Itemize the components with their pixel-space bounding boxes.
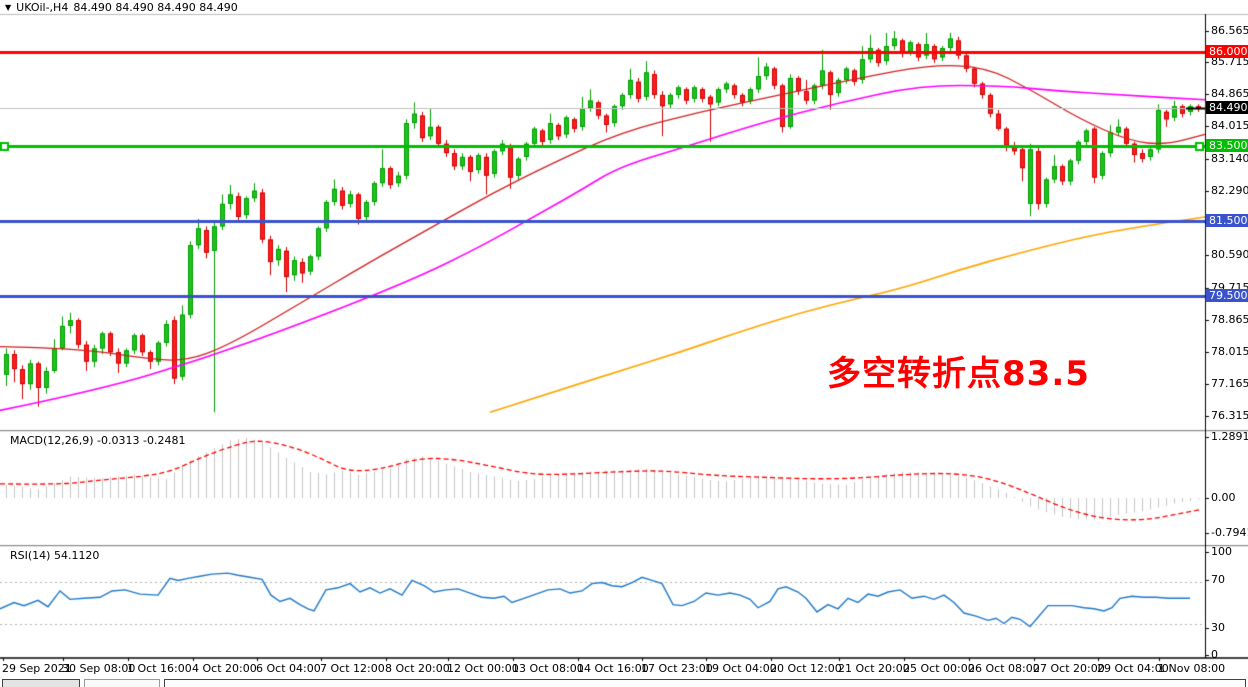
price-tick-label: 82.290 [1211, 184, 1248, 197]
time-tick-label: 17 Oct 23:00 [641, 662, 713, 675]
time-tick-label: 8 Oct 20:00 [385, 662, 450, 675]
time-tick-label: 29 Oct 04:00 [1097, 662, 1169, 675]
rsi-tick-label: 70 [1211, 573, 1225, 586]
time-tick-label: 6 Oct 04:00 [256, 662, 321, 675]
macd-tick-label: 0.00 [1211, 491, 1236, 504]
price-badge-79.500: 79.500 [1206, 289, 1248, 302]
rsi-indicator-label: RSI(14) 54.1120 [10, 549, 100, 562]
price-tick-label: 80.590 [1211, 248, 1248, 261]
time-tick-label: 29 Sep 2021 [2, 662, 72, 675]
time-tick-label: 19 Oct 04:00 [705, 662, 777, 675]
time-tick-label: 13 Oct 08:00 [512, 662, 584, 675]
price-tick-label: 86.565 [1211, 24, 1248, 37]
macd-indicator-label: MACD(12,26,9) -0.0313 -0.2481 [10, 434, 186, 447]
price-badge-83.500: 83.500 [1206, 139, 1248, 152]
chart-ohlc-quotes: 84.490 84.490 84.490 84.490 [73, 1, 238, 14]
time-tick-label: 25 Oct 00:00 [903, 662, 975, 675]
price-tick-label: 78.865 [1211, 313, 1248, 326]
time-tick-label: 14 Oct 16:00 [577, 662, 649, 675]
bottom-panel-segment[interactable] [164, 679, 1246, 687]
rsi-tick-label: 0 [1211, 648, 1218, 661]
bottom-panel-segment[interactable] [84, 679, 160, 687]
time-tick-label: 12 Oct 00:00 [447, 662, 519, 675]
price-tick-label: 84.015 [1211, 119, 1248, 132]
bottom-panel-strip [0, 678, 1248, 687]
rsi-tick-label: 100 [1211, 545, 1232, 558]
time-tick-label: 1 Oct 16:00 [127, 662, 192, 675]
price-badge-81.500: 81.500 [1206, 214, 1248, 227]
macd-tick-label: 1.2891 [1211, 430, 1248, 443]
time-tick-label: 4 Oct 20:00 [192, 662, 257, 675]
bottom-panel-segment[interactable] [2, 679, 80, 687]
time-tick-label: 21 Oct 20:00 [838, 662, 910, 675]
annotation-text: 多空转折点83.5 [827, 354, 1090, 394]
price-tick-label: 76.315 [1211, 409, 1248, 422]
chart-symbol-period: UKOil-,H4 [16, 1, 69, 14]
price-tick-label: 84.865 [1211, 87, 1248, 100]
symbol-dropdown-icon[interactable]: ▼ [5, 2, 12, 12]
time-tick-label: 7 Oct 12:00 [320, 662, 385, 675]
rsi-tick-label: 30 [1211, 621, 1225, 634]
time-tick-label: 20 Oct 12:00 [770, 662, 842, 675]
price-badge-86.000: 86.000 [1206, 45, 1248, 58]
chart-title-bar: ▼ UKOil-,H4 84.490 84.490 84.490 84.490 [5, 1, 238, 14]
time-tick-label: 26 Oct 08:00 [968, 662, 1040, 675]
price-tick-label: 78.015 [1211, 345, 1248, 358]
time-tick-label: 27 Oct 20:00 [1033, 662, 1105, 675]
price-tick-label: 77.165 [1211, 377, 1248, 390]
price-tick-label: 85.715 [1211, 55, 1248, 68]
price-badge-84.490: 84.490 [1206, 101, 1248, 114]
time-tick-label: 30 Sep 08:00 [62, 662, 136, 675]
price-tick-label: 83.140 [1211, 152, 1248, 165]
time-tick-label: 1 Nov 08:00 [1158, 662, 1226, 675]
